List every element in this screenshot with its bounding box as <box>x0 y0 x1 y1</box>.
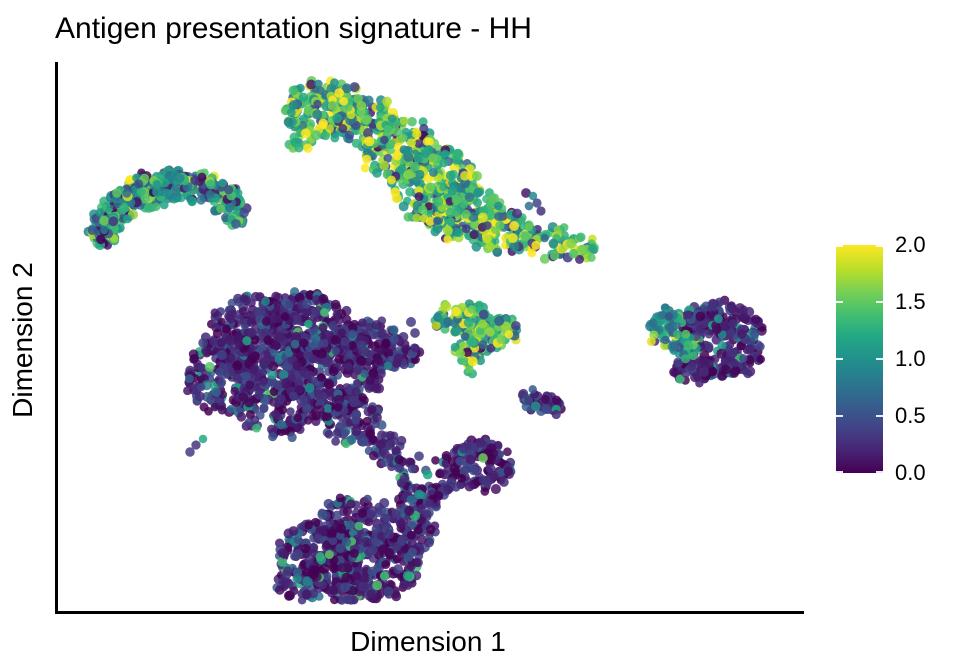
colorbar-tick-label: 2.0 <box>895 232 926 257</box>
colorbar-tick-mark <box>836 471 843 473</box>
colorbar-tick-mark <box>876 301 883 303</box>
colorbar-tick-mark <box>836 245 843 247</box>
colorbar-tick-mark <box>836 358 843 360</box>
colorbar-tick-mark <box>836 301 843 303</box>
colorbar-tick-label: 0.5 <box>895 403 926 428</box>
colorbar-tick-mark <box>876 471 883 473</box>
colorbar-tick-mark <box>876 415 883 417</box>
y-axis-label: Dimension 2 <box>7 262 38 418</box>
colorbar-tick-mark <box>876 245 883 247</box>
colorbar-tick-label: 1.5 <box>895 289 926 314</box>
colorbar-tick-mark <box>876 358 883 360</box>
colorbar-gradient <box>836 245 883 473</box>
colorbar-tick-mark <box>836 415 843 417</box>
x-axis-label: Dimension 1 <box>350 626 506 657</box>
colorbar-tick-label: 0.0 <box>895 460 926 485</box>
colorbar-tick-label: 1.0 <box>895 346 926 371</box>
